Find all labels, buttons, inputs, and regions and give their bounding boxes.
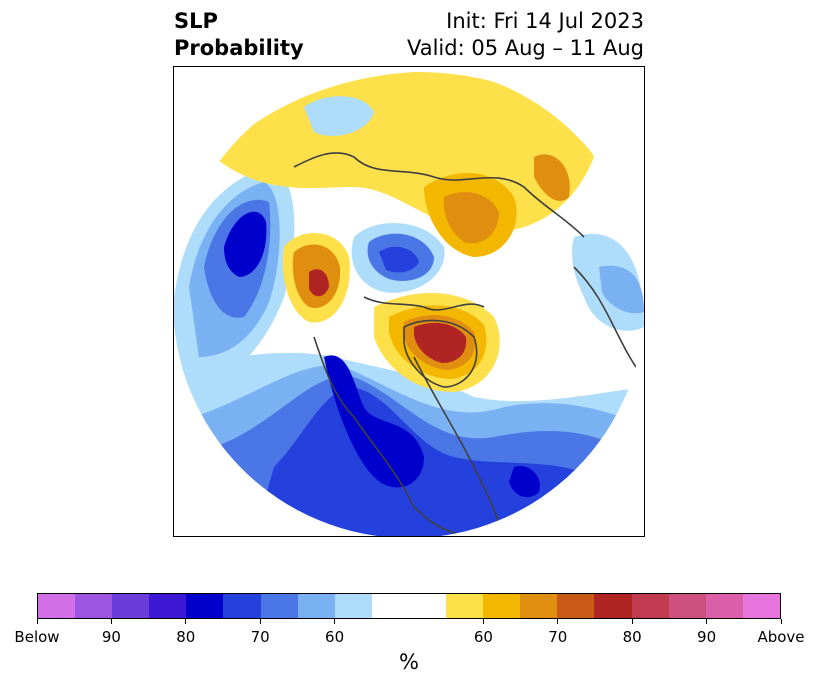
contour-east-70 [599, 265, 644, 314]
contour-atlantic-core [509, 466, 540, 498]
contour-canada-core [309, 269, 329, 297]
colorbar-swatch-9 [371, 594, 409, 618]
init-date: Init: Fri 14 Jul 2023 [446, 9, 644, 33]
colorbar-tick-label: Below [14, 628, 60, 646]
colorbar-swatch-0 [38, 594, 76, 618]
colorbar-tick-label: 90 [697, 628, 717, 646]
colorbar-tick [482, 619, 484, 624]
contour-siberia-80 [534, 154, 570, 201]
colorbar-unit-label: % [399, 650, 419, 674]
colorbar-tick [780, 619, 782, 624]
colorbar-tick [36, 619, 38, 624]
colorbar-tick-label: Above [757, 628, 805, 646]
colorbar-swatch-1 [75, 594, 113, 618]
contour-pacific-core [224, 211, 267, 277]
colorbar-swatch-19 [742, 594, 780, 618]
colorbar-tick [259, 619, 261, 624]
colorbar-swatch-5 [223, 594, 261, 618]
title-line-1: SLP [174, 9, 218, 33]
contour-north-80 [443, 192, 499, 244]
colorbar-swatch-4 [186, 594, 224, 618]
colorbar-tick [631, 619, 633, 624]
colorbar-swatch-12 [483, 594, 521, 618]
colorbar-tick [110, 619, 112, 624]
colorbar-swatch-13 [520, 594, 558, 618]
colorbar-tick-label: 80 [176, 628, 196, 646]
colorbar-tick [185, 619, 187, 624]
colorbar-swatch-10 [408, 594, 447, 618]
colorbar-swatch-6 [260, 594, 298, 618]
colorbar-swatch-3 [149, 594, 187, 618]
colorbar-tick-label: 80 [622, 628, 642, 646]
colorbar-tick-label: 90 [101, 628, 121, 646]
colorbar-tick [557, 619, 559, 624]
colorbar [37, 593, 781, 619]
title-line-2: Probability [174, 36, 304, 60]
colorbar-swatch-18 [705, 594, 743, 618]
colorbar-swatch-7 [297, 594, 335, 618]
contour-scandinavia-60 [304, 96, 374, 136]
contour-south-90 [254, 387, 594, 536]
valid-period: Valid: 05 Aug – 11 Aug [406, 36, 644, 60]
colorbar-tick-label: 70 [250, 628, 270, 646]
colorbar-tick-label: 70 [548, 628, 568, 646]
contour-america-core [324, 355, 424, 488]
colorbar-swatch-15 [594, 594, 632, 618]
coastlines [293, 152, 644, 536]
colorbar-tick [334, 619, 336, 624]
colorbar-swatch-16 [631, 594, 669, 618]
contour-arctic-core [379, 246, 419, 273]
colorbar-tick-label: 60 [325, 628, 345, 646]
colorbar-swatch-2 [112, 594, 150, 618]
colorbar-swatch-11 [446, 594, 484, 618]
colorbar-tick-label: 60 [473, 628, 493, 646]
map-canvas [174, 67, 644, 536]
colorbar-swatch-17 [668, 594, 706, 618]
colorbar-swatch-8 [334, 594, 372, 618]
colorbar-swatch-14 [557, 594, 595, 618]
probability-map [173, 66, 645, 537]
colorbar-tick [706, 619, 708, 624]
forecast-info: Init: Fri 14 Jul 2023 Valid: 05 Aug – 11… [407, 8, 644, 62]
probability-field [174, 67, 644, 536]
contour-greenland-core [414, 322, 467, 363]
chart-title: SLP Probability [174, 8, 304, 62]
